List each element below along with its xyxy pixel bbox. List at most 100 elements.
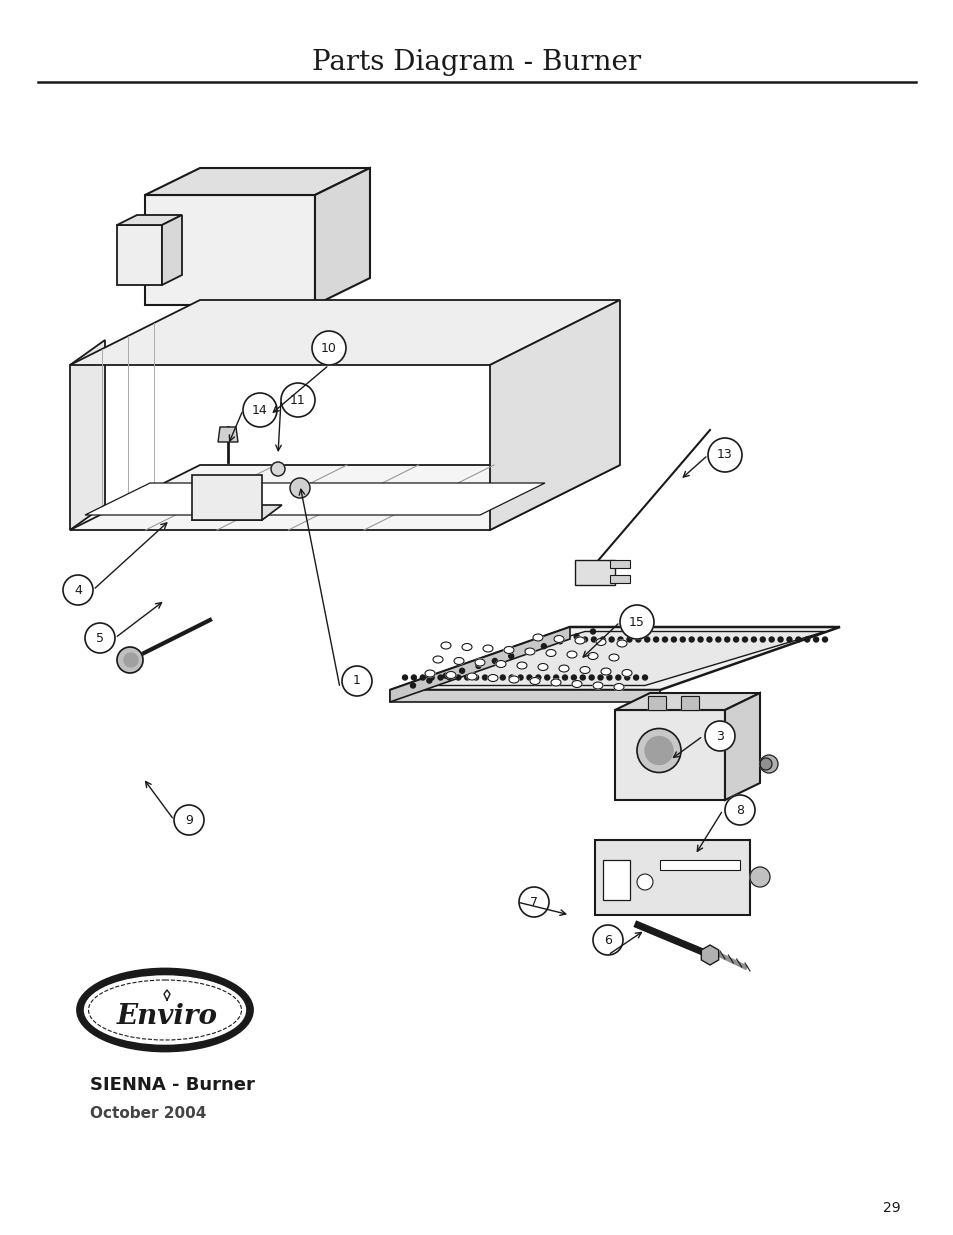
- Circle shape: [579, 676, 584, 680]
- Text: 7: 7: [530, 895, 537, 909]
- Text: SIENNA - Burner: SIENNA - Burner: [90, 1076, 254, 1094]
- Polygon shape: [609, 576, 629, 583]
- Text: 6: 6: [603, 934, 611, 946]
- Polygon shape: [314, 168, 370, 305]
- Text: 8: 8: [735, 804, 743, 816]
- Circle shape: [637, 874, 652, 890]
- Circle shape: [591, 637, 596, 642]
- Circle shape: [795, 637, 800, 642]
- Circle shape: [593, 925, 622, 955]
- Polygon shape: [218, 427, 237, 442]
- Circle shape: [508, 653, 513, 658]
- Ellipse shape: [475, 659, 484, 666]
- Text: 13: 13: [717, 448, 732, 462]
- Circle shape: [618, 637, 622, 642]
- Circle shape: [619, 605, 654, 638]
- Polygon shape: [145, 168, 370, 195]
- Ellipse shape: [524, 648, 535, 655]
- Ellipse shape: [545, 650, 556, 657]
- Polygon shape: [70, 340, 105, 530]
- Ellipse shape: [575, 637, 584, 643]
- Ellipse shape: [482, 645, 493, 652]
- Ellipse shape: [461, 643, 472, 651]
- Circle shape: [420, 676, 425, 680]
- Circle shape: [749, 867, 769, 887]
- Circle shape: [429, 676, 434, 680]
- Ellipse shape: [572, 680, 581, 688]
- Ellipse shape: [617, 640, 626, 647]
- Circle shape: [626, 637, 631, 642]
- Circle shape: [312, 331, 346, 366]
- Circle shape: [590, 629, 595, 634]
- Polygon shape: [615, 693, 760, 710]
- Ellipse shape: [579, 667, 589, 673]
- Circle shape: [271, 462, 285, 475]
- Ellipse shape: [608, 655, 618, 661]
- Circle shape: [518, 887, 548, 918]
- Circle shape: [443, 673, 448, 678]
- Circle shape: [760, 637, 764, 642]
- Circle shape: [243, 393, 276, 427]
- Circle shape: [290, 478, 310, 498]
- Polygon shape: [85, 483, 544, 515]
- Ellipse shape: [77, 969, 253, 1051]
- Text: 15: 15: [628, 615, 644, 629]
- Circle shape: [706, 637, 711, 642]
- Circle shape: [117, 647, 143, 673]
- Ellipse shape: [533, 634, 542, 641]
- Circle shape: [804, 637, 809, 642]
- Circle shape: [571, 676, 576, 680]
- Polygon shape: [575, 559, 615, 585]
- Polygon shape: [609, 559, 629, 568]
- Ellipse shape: [566, 651, 577, 658]
- Ellipse shape: [433, 656, 442, 663]
- Circle shape: [473, 676, 478, 680]
- Polygon shape: [595, 840, 749, 915]
- Circle shape: [526, 676, 532, 680]
- Ellipse shape: [503, 646, 514, 653]
- Ellipse shape: [454, 657, 463, 664]
- Text: 5: 5: [96, 631, 104, 645]
- Polygon shape: [70, 300, 619, 366]
- Polygon shape: [70, 466, 619, 530]
- Ellipse shape: [537, 663, 547, 671]
- Ellipse shape: [614, 683, 623, 690]
- Polygon shape: [117, 225, 162, 285]
- Circle shape: [635, 637, 640, 642]
- Circle shape: [85, 622, 115, 653]
- Circle shape: [760, 755, 778, 773]
- Polygon shape: [724, 693, 760, 800]
- Circle shape: [813, 637, 818, 642]
- Ellipse shape: [85, 976, 245, 1044]
- Circle shape: [624, 676, 629, 680]
- Circle shape: [582, 637, 587, 642]
- Circle shape: [653, 637, 658, 642]
- Circle shape: [589, 676, 594, 680]
- Circle shape: [724, 795, 754, 825]
- Ellipse shape: [424, 671, 435, 677]
- Circle shape: [599, 637, 604, 642]
- Circle shape: [476, 663, 480, 668]
- Text: 29: 29: [882, 1200, 900, 1215]
- Circle shape: [281, 383, 314, 417]
- Text: 14: 14: [252, 404, 268, 416]
- Circle shape: [63, 576, 92, 605]
- Circle shape: [707, 438, 741, 472]
- Circle shape: [741, 637, 747, 642]
- Circle shape: [688, 637, 694, 642]
- Polygon shape: [390, 690, 659, 701]
- Bar: [647, 697, 665, 710]
- Circle shape: [786, 637, 791, 642]
- Bar: [647, 697, 665, 710]
- Circle shape: [124, 653, 138, 667]
- Ellipse shape: [509, 676, 518, 683]
- Ellipse shape: [496, 661, 505, 667]
- Circle shape: [633, 676, 638, 680]
- Polygon shape: [192, 505, 282, 520]
- Ellipse shape: [530, 678, 539, 684]
- Circle shape: [173, 805, 204, 835]
- Ellipse shape: [593, 682, 602, 689]
- Polygon shape: [192, 475, 262, 520]
- Text: 3: 3: [716, 730, 723, 742]
- Circle shape: [544, 676, 549, 680]
